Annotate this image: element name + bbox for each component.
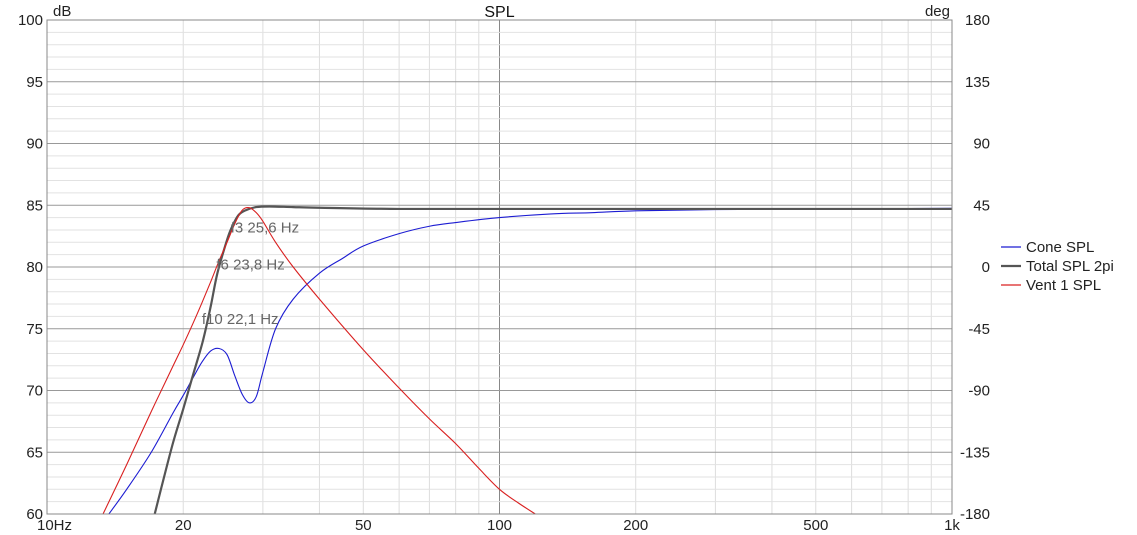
y-tick-label: 95 [26, 74, 43, 91]
y-tick-label: 90 [26, 136, 43, 153]
grid-layer [47, 20, 952, 514]
y2-tick-label: -135 [960, 444, 990, 461]
plot-frame [46, 19, 953, 515]
x-tick-label: 200 [623, 517, 648, 534]
y-tick-label: 100 [18, 12, 43, 29]
y2-tick-label: -90 [968, 383, 990, 400]
y2-tick-label: 135 [965, 74, 990, 91]
series-line-total-spl-2pi [153, 205, 952, 514]
y-tick-label: 70 [26, 383, 43, 400]
frequency-annotation: f6 23,8 Hz [216, 257, 284, 274]
y2-tick-label: 90 [973, 136, 990, 153]
y2-axis-unit-label: deg [925, 3, 950, 20]
y2-tick-label: 180 [965, 12, 990, 29]
legend: Cone SPL Total SPL 2pi Vent 1 SPL [1001, 239, 1114, 294]
y-tick-label: 75 [26, 321, 43, 338]
axis-layer: SPL dB deg 10Hz 20 50 100 200 500 1k 60 65 70 75 80… [18, 3, 990, 534]
x-tick-label: 500 [803, 517, 828, 534]
y2-tick-label: -180 [960, 506, 990, 523]
y-tick-label: 65 [26, 444, 43, 461]
annotation-layer: f3 25,6 Hz f6 23,8 Hz f10 22,1 Hz [202, 219, 299, 327]
chart-title: SPL [484, 4, 514, 21]
x-tick-label: 20 [175, 517, 192, 534]
frequency-annotation: f3 25,6 Hz [231, 219, 299, 236]
y-tick-label: 60 [26, 506, 43, 523]
legend-label: Cone SPL [1026, 239, 1094, 256]
legend-label: Vent 1 SPL [1026, 277, 1101, 294]
frequency-annotation: f10 22,1 Hz [202, 311, 279, 328]
series-line-vent-1-spl [102, 207, 536, 514]
x-tick-label: 10Hz [37, 517, 72, 534]
y-tick-label: 85 [26, 197, 43, 214]
x-tick-label: 1k [944, 517, 960, 534]
y-axis-unit-label: dB [53, 3, 71, 20]
y-tick-label: 80 [26, 259, 43, 276]
x-tick-label: 50 [355, 517, 372, 534]
x-tick-label: 100 [487, 517, 512, 534]
y2-tick-label: -45 [968, 321, 990, 338]
y2-tick-label: 0 [982, 259, 990, 276]
legend-label: Total SPL 2pi [1026, 258, 1114, 275]
y2-tick-label: 45 [973, 197, 990, 214]
series-layer [102, 205, 952, 514]
